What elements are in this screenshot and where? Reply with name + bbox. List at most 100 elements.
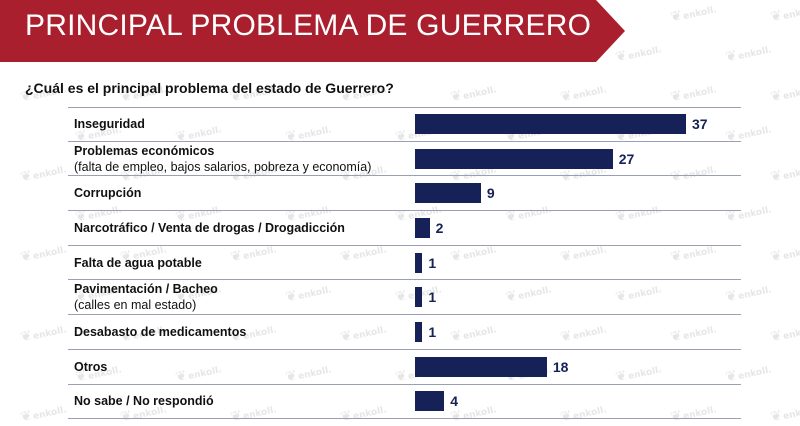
watermark-leaf-icon: ❦ (558, 87, 574, 106)
category-label: Otros (74, 359, 404, 375)
bar-value-label: 27 (618, 150, 635, 167)
bar (415, 148, 613, 169)
bar (415, 391, 445, 412)
bar-area: 1 (415, 246, 741, 280)
watermark-leaf-icon: ❦ (18, 167, 34, 186)
title-banner-shape (0, 0, 625, 62)
category-label: No sabe / No respondió (74, 393, 404, 409)
watermark-logo: ❦enkoll. (724, 40, 773, 65)
watermark-text: enkoll. (32, 165, 68, 183)
bar-chart: Inseguridad 37 Problemas económicos (falta … (68, 107, 741, 420)
bar (415, 287, 423, 308)
category-label: Narcotráfico / Venta de drogas / Drogadi… (74, 220, 404, 236)
watermark-text: enkoll. (737, 365, 773, 383)
category-label: Pavimentación / Bacheo (calles en mal est… (74, 281, 404, 313)
watermark-logo: ❦enkoll. (769, 320, 800, 345)
watermark-text: enkoll. (32, 325, 68, 343)
bar-value-label: 1 (428, 323, 437, 340)
bar-area: 4 (415, 385, 741, 419)
watermark-text: enkoll. (627, 45, 663, 63)
watermark-text: enkoll. (462, 85, 498, 103)
watermark-text: enkoll. (782, 325, 800, 343)
bar-value-label: 4 (450, 393, 459, 410)
bar (415, 217, 430, 238)
watermark-logo: ❦enkoll. (669, 80, 718, 105)
watermark-leaf-icon: ❦ (768, 7, 784, 26)
category-label-main: Falta de agua potable (74, 255, 202, 270)
bar-value-label: 37 (692, 116, 708, 133)
category-label: Problemas económicos (falta de empleo, ba… (74, 143, 404, 175)
bar-area: 1 (415, 315, 741, 349)
bar-area: 27 (415, 142, 741, 176)
watermark-leaf-icon: ❦ (723, 47, 739, 66)
category-label-detail: (falta de empleo, bajos salarios, pobrez… (74, 159, 372, 174)
category-label: Falta de agua potable (74, 255, 404, 271)
watermark-logo: ❦enkoll. (769, 160, 800, 185)
category-label-main: Problemas económicos (74, 143, 215, 158)
watermark-text: enkoll. (782, 85, 800, 103)
watermark-logo: ❦enkoll. (449, 80, 498, 105)
chart-row: Pavimentación / Bacheo (calles en mal est… (68, 280, 741, 316)
watermark-leaf-icon: ❦ (768, 87, 784, 106)
title-banner: PRINCIPAL PROBLEMA DE GUERRERO (0, 0, 625, 62)
chart-row: Desabasto de medicamentos 1 (68, 315, 741, 350)
watermark-text: enkoll. (782, 405, 800, 423)
bar-value-label: 9 (486, 185, 495, 202)
bar-area: 18 (415, 350, 741, 384)
chart-row: Falta de agua potable 1 (68, 246, 741, 281)
category-label-main: Otros (74, 359, 108, 374)
watermark-logo: ❦enkoll. (19, 240, 68, 265)
watermark-logo: ❦enkoll. (769, 240, 800, 265)
category-label-main: Corrupción (74, 186, 142, 201)
watermark-text: enkoll. (737, 125, 773, 143)
watermark-leaf-icon: ❦ (668, 7, 684, 26)
watermark-text: enkoll. (682, 85, 718, 103)
page-title: PRINCIPAL PROBLEMA DE GUERRERO (25, 9, 592, 42)
watermark-logo: ❦enkoll. (669, 0, 718, 25)
bar (415, 252, 423, 273)
category-label-detail: (calles en mal estado) (74, 298, 197, 313)
bar (415, 183, 481, 204)
watermark-text: enkoll. (782, 165, 800, 183)
chart-row: Otros 18 (68, 350, 741, 385)
watermark-leaf-icon: ❦ (768, 327, 784, 346)
chart-row: Problemas económicos (falta de empleo, ba… (68, 142, 741, 177)
watermark-logo: ❦enkoll. (769, 400, 800, 425)
question-text: ¿Cuál es el principal problema del estad… (25, 80, 394, 96)
category-label-main: Narcotráfico / Venta de drogas / Drogadi… (74, 220, 345, 235)
watermark-text: enkoll. (32, 245, 68, 263)
bar (415, 356, 547, 377)
bar-value-label: 18 (552, 358, 569, 375)
category-label-main: Desabasto de medicamentos (74, 324, 247, 339)
chart-row: No sabe / No respondió 4 (68, 385, 741, 420)
watermark-leaf-icon: ❦ (18, 247, 34, 266)
category-label: Desabasto de medicamentos (74, 324, 404, 340)
bar (415, 114, 686, 135)
watermark-logo: ❦enkoll. (769, 80, 800, 105)
bar-area: 37 (415, 108, 741, 141)
bar (415, 321, 423, 342)
watermark-text: enkoll. (737, 45, 773, 63)
bar-area: 2 (415, 211, 741, 245)
category-label-main: Pavimentación / Bacheo (74, 282, 218, 297)
watermark-logo: ❦enkoll. (769, 0, 800, 25)
watermark-text: enkoll. (782, 5, 800, 23)
category-label: Inseguridad (74, 116, 404, 132)
chart-row: Corrupción 9 (68, 176, 741, 212)
category-label: Corrupción (74, 185, 404, 201)
category-label-main: No sabe / No respondió (74, 394, 214, 409)
watermark-text: enkoll. (737, 205, 773, 223)
watermark-leaf-icon: ❦ (768, 407, 784, 426)
watermark-leaf-icon: ❦ (668, 87, 684, 106)
watermark-leaf-icon: ❦ (448, 87, 464, 106)
chart-row: Narcotráfico / Venta de drogas / Drogadi… (68, 211, 741, 246)
watermark-leaf-icon: ❦ (768, 247, 784, 266)
watermark-logo: ❦enkoll. (19, 400, 68, 425)
watermark-text: enkoll. (782, 245, 800, 263)
bar-value-label: 2 (435, 219, 444, 236)
bar-area: 9 (415, 176, 741, 210)
watermark-leaf-icon: ❦ (18, 327, 34, 346)
watermark-text: enkoll. (737, 285, 773, 303)
watermark-logo: ❦enkoll. (559, 80, 608, 105)
bar-value-label: 1 (428, 289, 437, 306)
